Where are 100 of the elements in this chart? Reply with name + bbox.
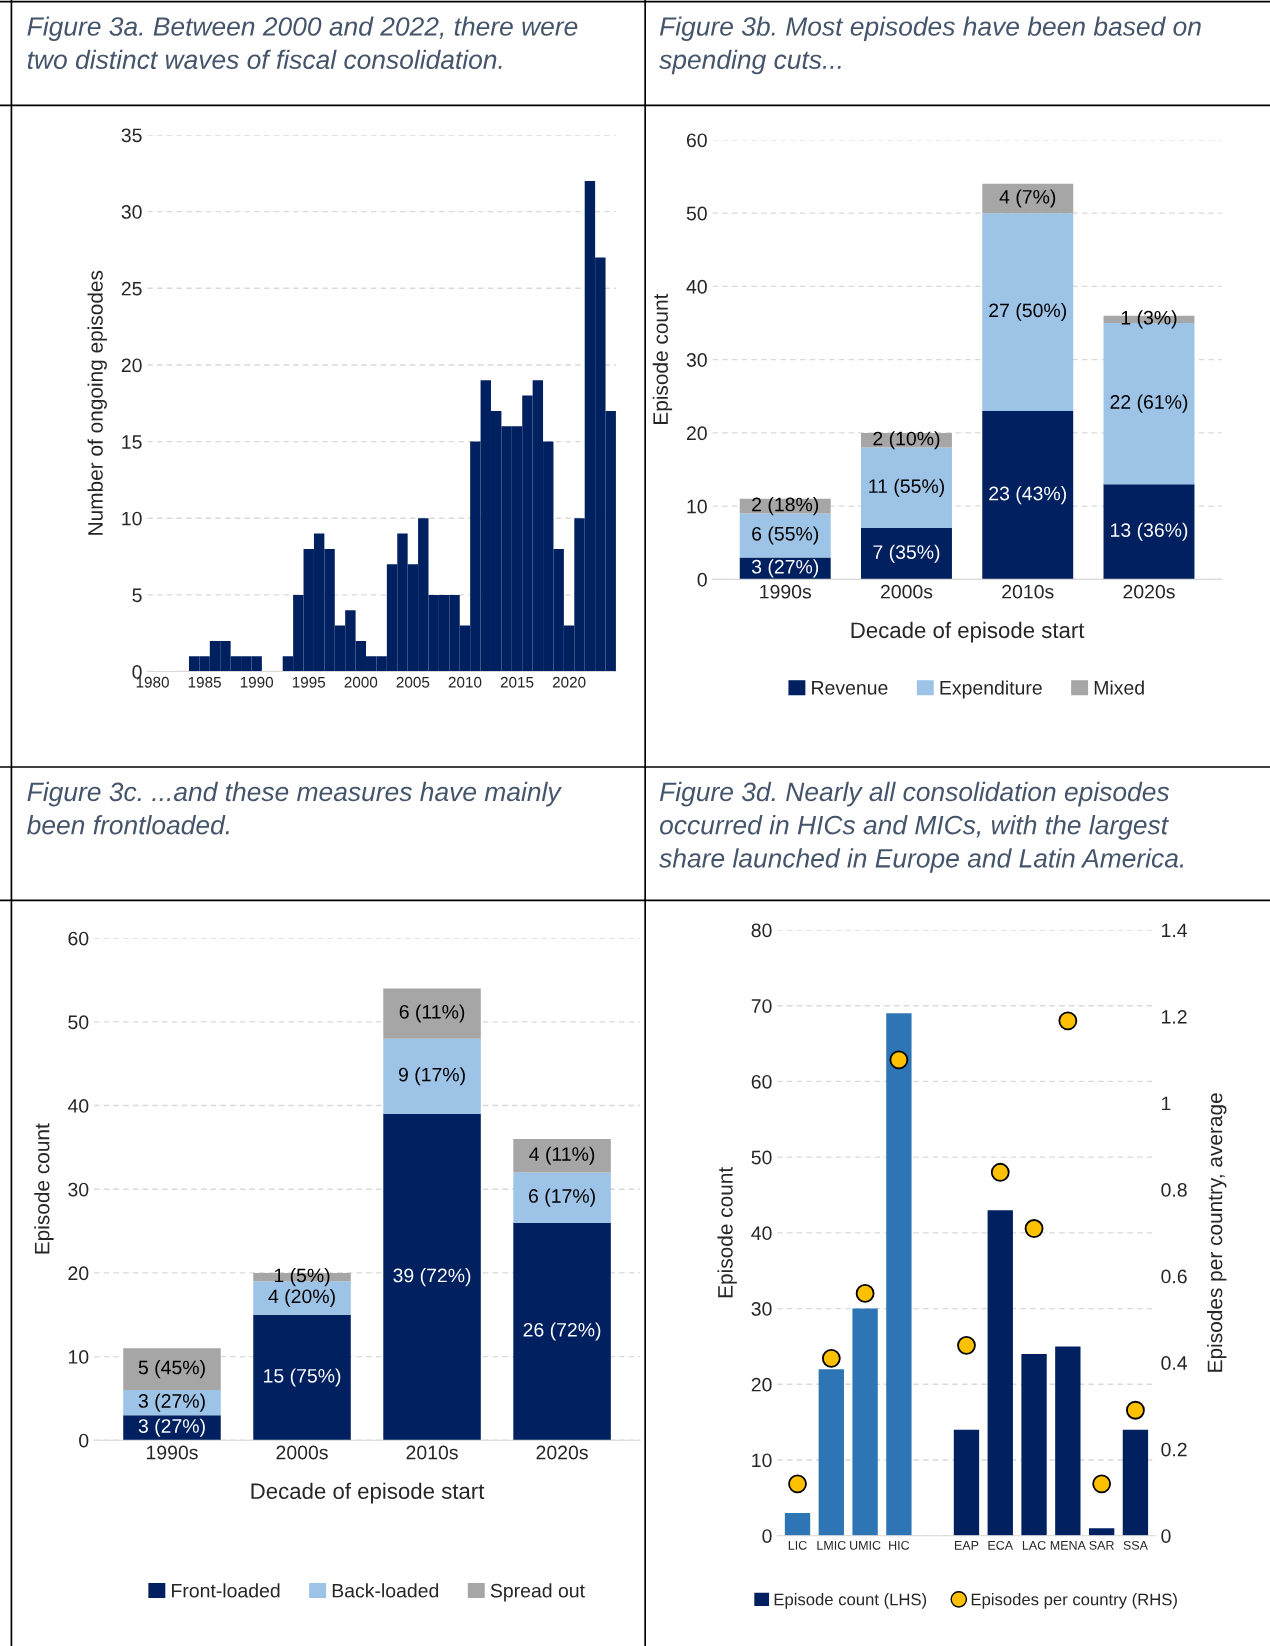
bar — [1055, 1346, 1081, 1536]
data-label: 11 (55%) — [869, 478, 945, 497]
point — [1126, 1400, 1145, 1420]
y-tick-label: 70 — [751, 999, 772, 1013]
data-label: 13 (36%) — [1111, 522, 1188, 541]
x-tick-label: 1985 — [188, 676, 221, 688]
point — [1058, 1011, 1078, 1031]
legend-label: Episodes per country (RHS) — [971, 1593, 1177, 1609]
point — [821, 1348, 841, 1368]
x-tick-label: SSA — [1123, 1540, 1148, 1550]
x-tick-label: 2000 — [344, 676, 378, 688]
y2-tick-label: 0.8 — [1161, 1183, 1187, 1197]
y-tick-label: 20 — [68, 1266, 89, 1281]
x-axis-title: Decade of episode start — [851, 621, 1085, 643]
y-axis-title: Episode count — [717, 1166, 737, 1298]
point — [957, 1335, 976, 1355]
y-tick-label: 10 — [752, 1453, 772, 1468]
y-tick-label: 10 — [68, 1350, 89, 1364]
bar — [953, 1429, 980, 1536]
x-tick-label: MENA — [1050, 1541, 1086, 1550]
x-tick-label: LIC — [788, 1540, 807, 1550]
x-tick-label: 1990s — [146, 1445, 198, 1460]
chart-title: Figure 3a. Between 2000 and 2022, there were two distinct waves of fiscal consolidation. — [27, 16, 578, 70]
x-tick-label: 2010s — [406, 1445, 458, 1460]
y-tick-label: 20 — [121, 358, 142, 373]
chart-title: Figure 3d. Nearly all consolidation episodes occurred in HICs and MICs, with the largest share launched in Europe and Latin America. — [659, 781, 1184, 873]
y-tick-label: 30 — [686, 353, 707, 367]
bar — [383, 988, 481, 1039]
y-axis-title: Number of ongoing episodes — [87, 270, 107, 535]
y-tick-label: 60 — [68, 931, 89, 946]
y2-axis-title: Episodes per country, average — [1207, 1093, 1227, 1372]
legend-label: Mixed — [1094, 680, 1144, 695]
data-label: 1 (3%) — [1121, 310, 1177, 329]
data-label: 15 (75%) — [264, 1368, 341, 1387]
x-tick-label: 2000s — [880, 584, 933, 599]
data-label: 27 (50%) — [989, 302, 1066, 322]
x-tick-label: 1990s — [760, 584, 812, 599]
y-tick-label: 30 — [68, 1182, 89, 1197]
legend-label: Revenue — [812, 681, 888, 695]
x-tick-label: 1990 — [240, 676, 274, 688]
point — [855, 1284, 875, 1303]
y-axis-title: Episode count — [652, 293, 673, 424]
data-label: 2 (10%) — [873, 431, 940, 450]
point — [788, 1474, 807, 1494]
y-tick-label: 20 — [751, 1377, 772, 1392]
y-tick-label: 15 — [122, 435, 142, 449]
x-tick-label: 2020s — [1123, 584, 1175, 599]
data-label: 7 (35%) — [873, 544, 940, 563]
bar — [818, 1369, 844, 1536]
data-label: 6 (11%) — [399, 1004, 465, 1023]
y-tick-label: 40 — [67, 1099, 89, 1113]
x-tick-label: 2005 — [396, 676, 430, 688]
point — [990, 1162, 1010, 1182]
y-tick-label: 20 — [686, 426, 707, 441]
x-tick-label: 2010s — [1002, 584, 1054, 599]
data-label: 4 (11%) — [529, 1146, 595, 1165]
y-tick-label: 40 — [686, 279, 707, 294]
y2-tick-label: 0.6 — [1161, 1269, 1187, 1284]
legend-label: Expenditure — [940, 680, 1042, 699]
x-axis-title: Decade of episode start — [251, 1482, 485, 1504]
bar — [861, 528, 952, 580]
bar — [383, 1038, 481, 1114]
bar — [1088, 1528, 1115, 1536]
bar — [1122, 1429, 1149, 1536]
x-tick-label: 1995 — [292, 676, 326, 688]
data-label: 23 (43%) — [989, 486, 1066, 505]
data-label: 6 (55%) — [752, 526, 819, 545]
bar — [253, 1314, 351, 1441]
bar — [982, 213, 1074, 411]
bar — [1021, 1354, 1047, 1536]
legend-label: Spread out — [490, 1583, 585, 1602]
y2-tick-label: 0.4 — [1161, 1356, 1188, 1370]
y-tick-label: 0 — [762, 1529, 772, 1543]
y-tick-label: 30 — [121, 205, 142, 219]
chart-title: Figure 3b. Most episodes have been based on spending cuts... — [659, 16, 1201, 75]
x-tick-label: HIC — [889, 1540, 910, 1550]
data-label: 1 (5%) — [274, 1268, 330, 1287]
bar — [982, 183, 1074, 214]
y-tick-label: 40 — [751, 1226, 772, 1241]
y2-tick-label: 0 — [1161, 1529, 1171, 1543]
data-label: 4 (7%) — [999, 189, 1056, 208]
bar — [784, 1513, 811, 1536]
x-tick-label: EAP — [954, 1541, 979, 1550]
data-label: 4 (20%) — [268, 1288, 335, 1308]
chart-title: Figure 3c. ...and these measures have mainly been frontloaded. — [27, 781, 562, 835]
y2-tick-label: 0.2 — [1161, 1442, 1187, 1457]
x-tick-label: LMIC — [817, 1540, 846, 1550]
data-label: 3 (27%) — [138, 1418, 205, 1437]
bar — [987, 1210, 1013, 1536]
y-tick-label: 50 — [68, 1015, 89, 1030]
y-tick-label: 60 — [686, 133, 707, 148]
data-label: 3 (27%) — [751, 559, 819, 578]
y2-tick-label: 1.2 — [1162, 1009, 1187, 1024]
y-tick-label: 0 — [79, 1433, 89, 1448]
data-label: 6 (17%) — [529, 1188, 595, 1207]
y2-tick-label: 1 — [1162, 1096, 1171, 1111]
y-tick-label: 5 — [132, 588, 142, 603]
data-label: 3 (27%) — [138, 1393, 205, 1412]
data-label: 5 (45%) — [138, 1360, 205, 1379]
data-label: 26 (72%) — [523, 1322, 601, 1341]
